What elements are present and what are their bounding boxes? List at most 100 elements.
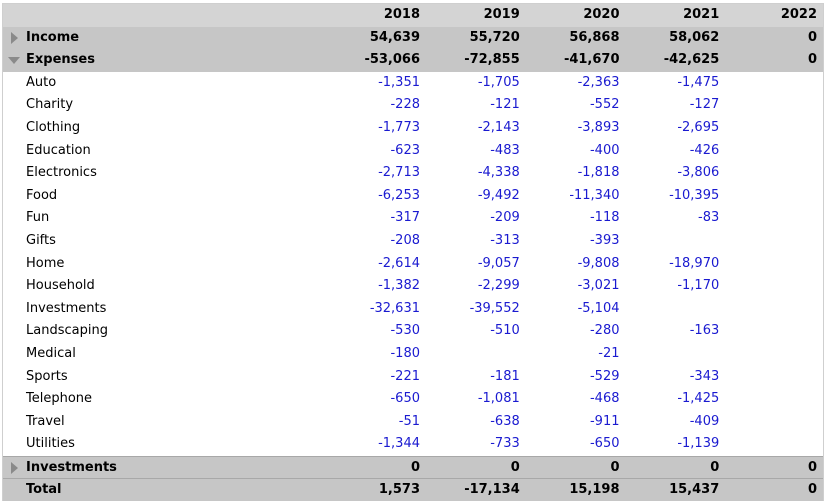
value-cell: -733: [490, 436, 520, 452]
value-cell: [721, 253, 823, 276]
value-cell: -121: [490, 97, 520, 113]
expense-category-row[interactable]: Fun -317 -209 -118 -83: [3, 207, 823, 230]
income-row[interactable]: Income 54,639 55,720 56,868 58,062 0: [3, 26, 823, 50]
value-cell: [622, 230, 722, 253]
expense-category-row[interactable]: Household -1,382 -2,299 -3,021 -1,170: [3, 275, 823, 298]
value-cell: 0: [610, 459, 620, 475]
expense-category-row[interactable]: Education -623 -483 -400 -426: [3, 139, 823, 163]
expense-category-row[interactable]: Investments -32,631 -39,552 -5,104: [3, 297, 823, 321]
expense-category-row[interactable]: Clothing -1,773 -2,143 -3,893 -2,695: [3, 116, 823, 140]
value-cell: 1,573: [378, 482, 420, 498]
value-cell: -552: [589, 97, 620, 113]
category-label: Medical: [26, 345, 76, 361]
expand-triangle-icon[interactable]: [7, 457, 21, 479]
value-cell: -400: [589, 142, 620, 158]
value-cell: -1,382: [378, 278, 420, 294]
expense-category-row[interactable]: Charity -228 -121 -552 -127: [3, 94, 823, 117]
value-cell: [721, 366, 823, 389]
value-cell: -163: [689, 323, 720, 339]
column-header-2022[interactable]: 2022: [780, 7, 817, 22]
category-label: Clothing: [26, 119, 81, 135]
category-label: Landscaping: [26, 323, 108, 339]
expand-triangle-icon[interactable]: [7, 27, 21, 49]
value-cell: 0: [410, 459, 420, 475]
value-cell: -623: [390, 142, 420, 158]
value-cell: -72,855: [464, 52, 520, 68]
value-cell: -3,806: [677, 165, 720, 181]
value-cell: -1,351: [378, 74, 420, 90]
value-cell: [721, 411, 823, 434]
collapse-triangle-icon[interactable]: [7, 49, 21, 71]
category-label: Electronics: [26, 165, 97, 181]
value-cell: -1,425: [677, 391, 720, 407]
expense-category-row[interactable]: Gifts -208 -313 -393: [3, 229, 823, 253]
expense-category-row[interactable]: Home -2,614 -9,057 -9,808 -18,970: [3, 252, 823, 276]
expense-category-row[interactable]: Travel -51 -638 -911 -409: [3, 410, 823, 434]
value-cell: [721, 207, 823, 230]
value-cell: [721, 343, 823, 366]
value-cell: -3,893: [577, 119, 620, 135]
expense-category-row[interactable]: Food -6,253 -9,492 -11,340 -10,395: [3, 184, 823, 208]
expense-category-row[interactable]: Utilities -1,344 -733 -650 -1,139: [3, 433, 823, 456]
value-cell: 15,198: [569, 482, 620, 498]
value-cell: -21: [598, 345, 620, 361]
value-cell: 15,437: [669, 482, 720, 498]
expense-category-row[interactable]: Electronics -2,713 -4,338 -1,818 -3,806: [3, 162, 823, 185]
value-cell: [721, 185, 823, 208]
category-label: Food: [26, 187, 58, 203]
value-cell: -42,625: [663, 52, 720, 68]
value-cell: [721, 162, 823, 185]
value-cell: -53,066: [364, 52, 420, 68]
value-cell: -221: [390, 368, 420, 384]
value-cell: -1,081: [477, 391, 520, 407]
category-label: Home: [26, 255, 65, 271]
expenses-row[interactable]: Expenses -53,066 -72,855 -41,670 -42,625…: [3, 49, 823, 72]
value-cell: -11,340: [569, 187, 620, 203]
row-label: Expenses: [26, 52, 95, 68]
value-cell: -228: [390, 97, 420, 113]
investments-row[interactable]: Investments 0 0 0 0 0: [3, 455, 823, 479]
value-cell: -2,614: [378, 255, 420, 271]
value-cell: -3,021: [577, 278, 620, 294]
value-cell: [721, 140, 823, 163]
value-cell: 58,062: [669, 29, 720, 45]
column-header-2021[interactable]: 2021: [683, 7, 720, 22]
value-cell: 0: [510, 459, 520, 475]
expense-category-row[interactable]: Landscaping -530 -510 -280 -163: [3, 320, 823, 343]
value-cell: -1,818: [577, 165, 620, 181]
column-header-2020[interactable]: 2020: [583, 7, 620, 22]
value-cell: -280: [589, 323, 620, 339]
value-cell: [721, 298, 823, 321]
column-header-2019[interactable]: 2019: [483, 7, 520, 22]
value-cell: -510: [490, 323, 520, 339]
value-cell: -1,139: [677, 436, 720, 452]
expense-category-row[interactable]: Telephone -650 -1,081 -468 -1,425: [3, 388, 823, 411]
category-label: Investments: [26, 300, 107, 316]
expense-category-row[interactable]: Medical -180 -21: [3, 342, 823, 366]
expense-category-row[interactable]: Auto -1,351 -1,705 -2,363 -1,475: [3, 71, 823, 95]
category-label: Auto: [26, 74, 57, 90]
category-label: Charity: [26, 97, 74, 113]
value-cell: -9,492: [477, 187, 520, 203]
header-spacer: [3, 4, 322, 27]
category-label: Gifts: [26, 232, 56, 248]
value-cell: -2,299: [477, 278, 520, 294]
expense-category-row[interactable]: Sports -221 -181 -529 -343: [3, 365, 823, 389]
value-cell: -1,475: [677, 74, 720, 90]
value-cell: -39,552: [469, 300, 520, 316]
value-cell: -393: [589, 232, 620, 248]
row-label: Total: [26, 482, 62, 498]
value-cell: -17,134: [464, 482, 520, 498]
value-cell: -529: [589, 368, 620, 384]
value-cell: -181: [490, 368, 520, 384]
value-cell: -18,970: [669, 255, 720, 271]
column-header-2018[interactable]: 2018: [383, 7, 420, 22]
value-cell: -41,670: [563, 52, 620, 68]
total-row[interactable]: Total 1,573 -17,134 15,198 15,437 0: [3, 478, 823, 502]
value-cell: [721, 94, 823, 117]
value-cell: [721, 117, 823, 140]
value-cell: -1,170: [677, 278, 720, 294]
value-cell: -209: [490, 210, 520, 226]
value-cell: [721, 433, 823, 456]
value-cell: -10,395: [669, 187, 720, 203]
